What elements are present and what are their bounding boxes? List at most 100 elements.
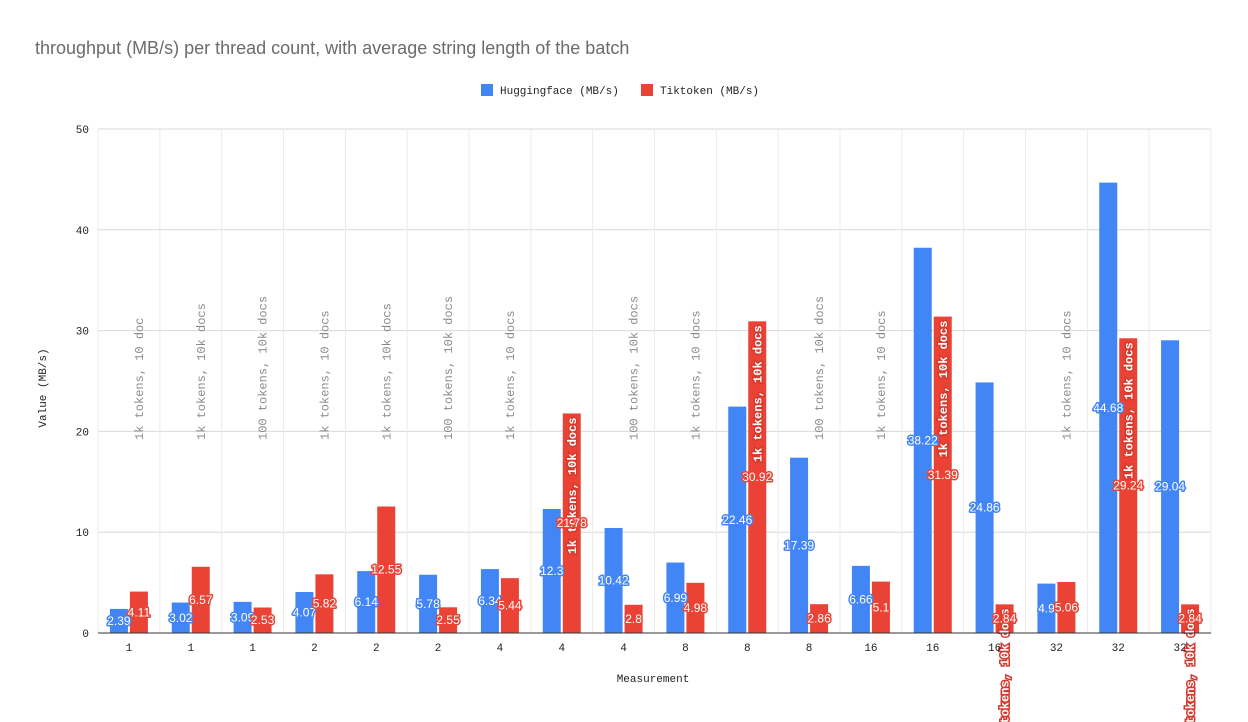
bar-tiktoken <box>686 582 705 633</box>
bar-tiktoken <box>1057 581 1076 633</box>
bar-huggingface <box>975 382 994 633</box>
data-label-tiktoken: 2.8 <box>625 612 642 626</box>
x-tick-label: 2 <box>373 643 380 655</box>
data-label-tiktoken: 4.98 <box>684 601 708 615</box>
data-label-tiktoken: 12.55 <box>371 563 401 577</box>
group-annotation: 1k tokens, 10 docs <box>318 310 332 440</box>
x-tick-label: 1 <box>249 643 256 655</box>
data-label-huggingface: 29.04 <box>1155 480 1185 494</box>
bars <box>109 182 1200 633</box>
x-tick-label: 1 <box>187 643 194 655</box>
x-axis-ticks: 1 1 1 2 2 2 4 4 4 8 8 8 16 16 16 32 32 32 <box>126 643 1187 655</box>
bar-tiktoken <box>933 316 952 633</box>
bar-huggingface <box>109 608 128 633</box>
x-tick-label: 4 <box>620 643 627 655</box>
chart-title: throughput (MB/s) per thread count, with… <box>35 38 629 58</box>
group-annotation: 100 tokens, 10k docs <box>442 296 456 440</box>
bar-tiktoken <box>995 604 1014 633</box>
data-label-huggingface: 24.86 <box>970 501 1000 515</box>
bar-tiktoken <box>562 413 581 633</box>
group-annotation: 100 tokens, 10k docs <box>257 296 271 440</box>
data-label-huggingface: 4.07 <box>293 605 317 619</box>
bar-huggingface <box>728 406 747 633</box>
data-labels: 2.394.11 3.02 6.57 3.092.53 4.075.82 6.14 12.5… <box>106 399 1204 629</box>
data-label-tiktoken: 2.55 <box>436 613 460 627</box>
bar-tiktoken <box>439 607 458 633</box>
x-tick-label: 2 <box>435 643 442 655</box>
bar-huggingface <box>480 569 499 633</box>
group-annotation: 1k tokens, 10 docs <box>1060 310 1074 440</box>
group-annotation: 1k tokens, 10k docs <box>751 325 765 462</box>
x-tick-label: 4 <box>497 643 504 655</box>
bar-tiktoken <box>1181 604 1200 633</box>
data-label-huggingface: 12.3 <box>540 564 564 578</box>
bar-tiktoken <box>624 604 643 633</box>
legend-swatch-huggingface <box>481 84 493 96</box>
data-label-huggingface: 6.14 <box>355 595 379 609</box>
bar-huggingface <box>666 562 685 633</box>
bar-huggingface <box>419 574 438 633</box>
bar-tiktoken <box>191 566 210 633</box>
legend-swatch-tiktoken <box>641 84 653 96</box>
data-label-huggingface: 38.22 <box>908 433 938 447</box>
y-tick-label: 10 <box>76 528 89 540</box>
bar-huggingface <box>233 601 252 633</box>
group-annotation: 1k tokens, 10 docs <box>504 310 518 440</box>
group-annotation: 100 tokens, 10k docs <box>813 296 827 440</box>
y-tick-label: 50 <box>76 125 89 137</box>
data-label-tiktoken: 2.53 <box>251 613 275 627</box>
data-label-tiktoken: 30.92 <box>742 470 772 484</box>
data-label-huggingface: 4.9 <box>1038 601 1055 615</box>
group-annotation: 1k tokens, 10 doc <box>133 318 147 440</box>
x-tick-label: 16 <box>864 643 877 655</box>
in-bar-annotations: 1k tokens, 10k docs 1k tokens, 10k docs 1k… <box>564 319 1199 722</box>
data-label-huggingface: 22.46 <box>722 513 752 527</box>
group-annotation: 100 tokens, 10k docs <box>628 296 642 440</box>
bar-tiktoken <box>315 574 334 633</box>
bar-group-annotations: 1k tokens, 10 doc 1k tokens, 10k docs 100 … <box>133 296 1074 440</box>
x-tick-label: 2 <box>311 643 318 655</box>
x-tick-label: 1 <box>126 643 133 655</box>
bar-huggingface <box>851 565 870 633</box>
x-tick-label: 8 <box>682 643 689 655</box>
y-axis-ticks: 0 10 20 30 40 50 <box>76 125 89 641</box>
bar-tiktoken <box>253 607 272 633</box>
data-label-huggingface: 6.34 <box>478 594 502 608</box>
x-tick-label: 32 <box>1173 643 1186 655</box>
bar-huggingface <box>913 247 932 633</box>
bar-huggingface <box>1161 340 1180 633</box>
group-annotation: 100 tokens, 10k docs <box>999 608 1013 722</box>
data-label-tiktoken: 4.11 <box>128 605 151 619</box>
bar-huggingface <box>542 509 561 633</box>
data-label-tiktoken: 2.86 <box>807 612 831 626</box>
group-annotation: 100 tokens, 10k docs <box>1184 608 1198 722</box>
group-annotation: 1k tokens, 10k docs <box>1122 342 1136 479</box>
y-tick-label: 20 <box>76 427 89 439</box>
data-label-tiktoken: 29.24 <box>1113 479 1143 493</box>
legend-label-huggingface: Huggingface (MB/s) <box>500 86 619 98</box>
group-annotation: 1k tokens, 10k docs <box>937 321 951 458</box>
data-label-tiktoken: 5.06 <box>1055 600 1079 614</box>
data-label-huggingface: 10.42 <box>599 573 629 587</box>
group-annotation: 1k tokens, 10 docs <box>875 310 889 440</box>
bar-huggingface <box>604 527 623 633</box>
data-label-tiktoken: 5.1 <box>873 600 890 614</box>
bar-tiktoken <box>871 581 890 633</box>
data-label-huggingface: 3.09 <box>231 610 255 624</box>
x-tick-label: 16 <box>926 643 939 655</box>
bar-huggingface <box>1099 182 1118 633</box>
y-tick-label: 0 <box>82 629 89 641</box>
data-label-huggingface: 3.02 <box>169 611 193 625</box>
x-tick-label: 4 <box>558 643 565 655</box>
x-tick-label: 8 <box>744 643 751 655</box>
x-tick-label: 32 <box>1112 643 1125 655</box>
data-label-huggingface: 2.39 <box>107 614 131 628</box>
bar-tiktoken <box>129 591 148 633</box>
bar-huggingface <box>790 457 809 633</box>
bar-huggingface <box>357 571 376 633</box>
bar-tiktoken <box>810 604 829 633</box>
data-label-huggingface: 17.39 <box>784 538 814 552</box>
data-label-tiktoken: 2.84 <box>1178 612 1202 626</box>
data-label-tiktoken: 5.44 <box>498 599 522 613</box>
